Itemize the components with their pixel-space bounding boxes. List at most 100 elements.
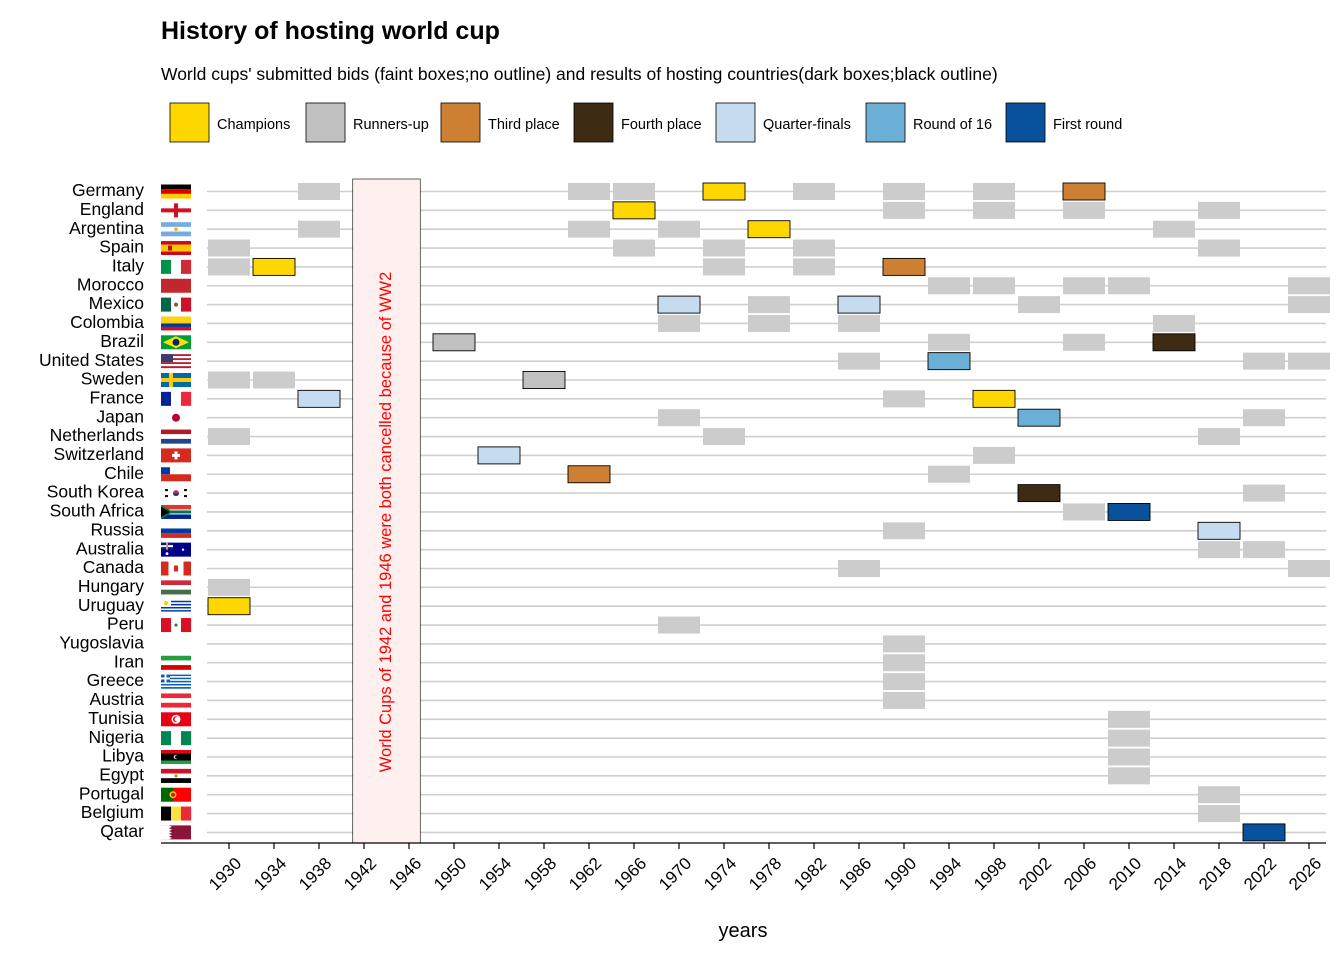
legend-item-third-place: Third place (440, 102, 560, 143)
x-tick-label-2010: 2010 (1105, 854, 1145, 894)
country-label-russia: Russia (91, 519, 145, 539)
england-flag-icon (161, 203, 191, 218)
bid-box-spain-1982 (793, 239, 835, 257)
country-label-portugal: Portugal (79, 783, 144, 803)
hosted-box-germany-2006 (1062, 182, 1106, 201)
legend-item-champions: Champions (169, 102, 290, 143)
bid-box-france-1990 (883, 390, 925, 408)
bid-box-egypt-2010 (1108, 767, 1150, 785)
country-label-hungary: Hungary (78, 576, 144, 596)
x-tick-label-1974: 1974 (700, 854, 740, 894)
chart-title: History of hosting world cup (161, 17, 500, 45)
bid-box-japan-2022 (1243, 409, 1285, 427)
sweden-flag-icon (161, 373, 191, 387)
legend-swatch-third-place (440, 102, 481, 143)
spain-flag-icon (161, 241, 191, 256)
bid-box-austria-1990 (883, 691, 925, 709)
bid-box-australia-2018 (1198, 541, 1240, 559)
bid-box-russia-1990 (883, 522, 925, 540)
legend: Champions Runners-up Third place Fourth pla… (169, 102, 1122, 143)
hosted-box-south-korea-2002 (1017, 484, 1061, 503)
legend-swatch-fourth-place (573, 102, 614, 143)
bid-box-australia-2022 (1243, 541, 1285, 559)
legend-item-runners-up: Runners-up (305, 102, 429, 143)
bid-box-morocco-2010 (1108, 277, 1150, 295)
country-label-morocco: Morocco (77, 274, 144, 294)
japan-flag-icon (161, 410, 191, 425)
hosted-box-qatar-2022 (1242, 823, 1286, 842)
country-label-peru: Peru (107, 614, 144, 634)
south-africa-flag-icon (161, 504, 191, 519)
bid-box-morocco-1994 (928, 277, 970, 295)
country-label-sweden: Sweden (81, 369, 144, 389)
hosted-box-uruguay-1930 (207, 597, 251, 616)
x-tick-label-1990: 1990 (880, 854, 920, 894)
cancelled-years-band: World Cups of 1942 and 1946 were both ca… (352, 178, 421, 844)
country-label-italy: Italy (112, 256, 144, 276)
legend-swatch-runners-up (305, 102, 346, 143)
country-label-yugoslavia: Yugoslavia (59, 633, 144, 653)
x-tick-label-1946: 1946 (385, 854, 425, 894)
x-tick-label-1982: 1982 (790, 854, 830, 894)
legend-swatch-champions (169, 102, 210, 143)
hosted-box-russia-2018 (1197, 521, 1241, 540)
bid-box-germany-1982 (793, 183, 835, 200)
bid-box-germany-1998 (973, 183, 1015, 200)
legend-swatch-quarter-finals (715, 102, 756, 143)
hosted-box-brazil-2014 (1152, 333, 1196, 352)
bid-box-nigeria-2010 (1108, 729, 1150, 747)
bid-box-south-africa-2006 (1063, 503, 1105, 521)
country-label-united-states: United States (39, 350, 144, 370)
country-label-mexico: Mexico (89, 293, 144, 313)
x-tick-label-1986: 1986 (835, 854, 875, 894)
country-label-austria: Austria (90, 689, 145, 709)
bid-box-italy-1974 (703, 258, 745, 276)
legend-label-quarter-finals: Quarter-finals (763, 117, 851, 133)
hosted-box-brazil-1950 (432, 333, 476, 352)
hosted-box-germany-1974 (702, 182, 746, 201)
bid-box-italy-1982 (793, 258, 835, 276)
x-tick-label-2026: 2026 (1285, 854, 1325, 894)
austria-flag-icon (161, 693, 191, 708)
x-tick-label-1930: 1930 (205, 854, 245, 894)
morocco-flag-icon (161, 278, 191, 293)
canada-flag-icon (161, 561, 191, 576)
x-tick-label-1942: 1942 (340, 854, 380, 894)
hungary-flag-icon (161, 580, 191, 595)
bid-box-canada-2026 (1288, 560, 1330, 577)
legend-item-first-round: First round (1005, 102, 1122, 143)
country-flags (161, 184, 192, 840)
brazil-flag-icon (161, 335, 191, 350)
legend-item-fourth-place: Fourth place (573, 102, 702, 143)
country-label-france: France (90, 387, 144, 407)
bid-box-argentina-2014 (1153, 220, 1195, 238)
hosted-box-england-1966 (612, 201, 656, 220)
bid-box-argentina-1938 (298, 220, 340, 238)
russia-flag-icon (161, 523, 191, 538)
country-label-argentina: Argentina (69, 218, 144, 238)
bid-box-morocco-2006 (1063, 277, 1105, 295)
country-label-australia: Australia (76, 538, 144, 558)
x-tick-label-2006: 2006 (1060, 854, 1100, 894)
bid-box-united-states-2026 (1288, 352, 1330, 370)
bid-box-england-1990 (883, 201, 925, 219)
legend-label-third-place: Third place (488, 117, 560, 133)
bid-box-colombia-1978 (748, 314, 790, 332)
nigeria-flag-icon (161, 731, 192, 746)
x-axis-label: years (719, 920, 768, 942)
legend-item-quarter-finals: Quarter-finals (715, 102, 851, 143)
legend-label-round-of-16: Round of 16 (913, 117, 992, 133)
hosted-box-france-1998 (972, 389, 1016, 408)
country-label-spain: Spain (99, 237, 144, 257)
bid-box-netherlands-1974 (703, 428, 745, 446)
yugoslavia-flag-icon (161, 636, 191, 651)
country-label-england: England (80, 199, 144, 219)
x-tick-label-2014: 2014 (1150, 854, 1190, 894)
bid-box-switzerland-1998 (973, 446, 1015, 464)
x-tick-label-1938: 1938 (295, 854, 335, 894)
bid-box-england-2018 (1198, 201, 1240, 219)
portugal-flag-icon (161, 787, 191, 802)
x-tick-label-1978: 1978 (745, 854, 785, 894)
legend-swatch-first-round (1005, 102, 1046, 143)
